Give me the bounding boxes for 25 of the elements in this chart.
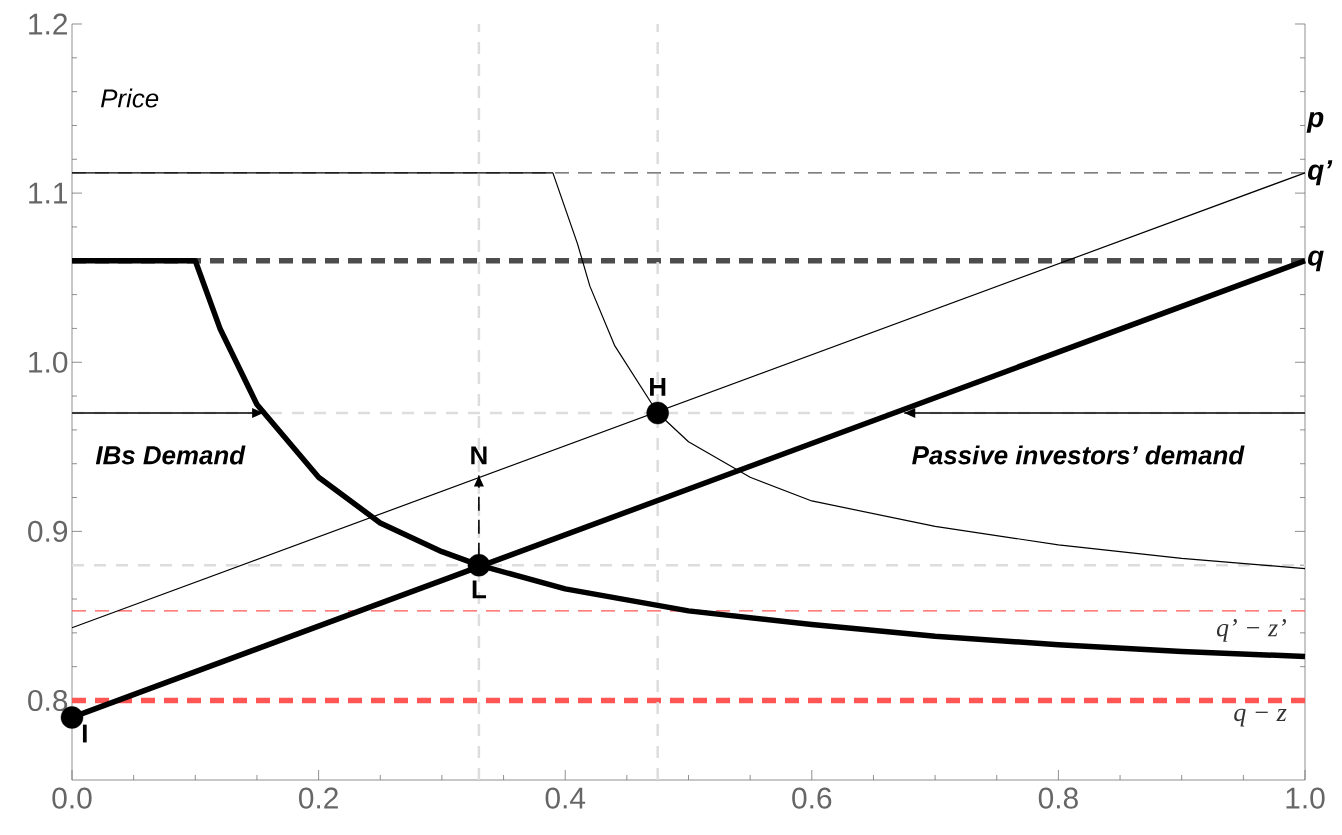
y-tick-label: 0.8 — [28, 689, 68, 712]
y-tick-label: 1.0 — [29, 351, 68, 373]
annotation: N — [471, 446, 487, 465]
annotation: H — [650, 377, 666, 396]
x-tick-label: 1.0 — [1286, 787, 1325, 809]
annotation: IBs Demand — [95, 445, 246, 465]
ref-line-label: q — [1308, 250, 1324, 272]
x-tick-label: 0.0 — [52, 787, 92, 809]
x-tick-label: 0.2 — [299, 787, 338, 809]
annotation: L — [472, 580, 487, 599]
x-tick-label: 0.6 — [792, 787, 832, 809]
annotation: Passive investors’ demand — [912, 445, 1245, 465]
y-tick-label: 0.9 — [28, 520, 68, 542]
y2-axis-title: p — [1306, 111, 1324, 133]
x-tick-label: 0.8 — [1038, 787, 1078, 809]
point — [646, 401, 669, 425]
point — [467, 554, 491, 577]
y-tick-label: 1.1 — [29, 182, 68, 204]
y-tick-label: 1.2 — [29, 13, 67, 35]
ref-line-label: q’ − z’ — [1216, 619, 1286, 642]
y-axis-title: Price — [100, 88, 159, 108]
x-tick-label: 0.4 — [545, 787, 586, 809]
ref-line-label: q’ — [1308, 160, 1333, 186]
annotation: I — [82, 724, 87, 743]
ref-line-label: q − z — [1234, 708, 1287, 727]
